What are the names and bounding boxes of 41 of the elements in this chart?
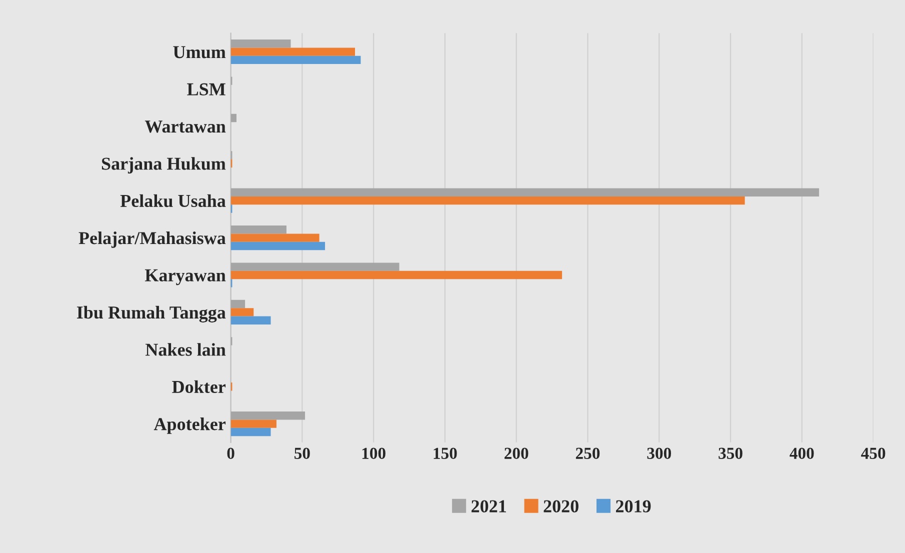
bar xyxy=(230,428,271,436)
legend-label: 2020 xyxy=(544,500,578,512)
bar xyxy=(230,242,326,250)
bar xyxy=(230,234,320,242)
bar xyxy=(230,316,271,324)
y-tick-label: Pelajar/Mahasiswa xyxy=(78,232,226,248)
bar xyxy=(230,420,276,428)
bar xyxy=(230,114,236,122)
x-tick-label: 450 xyxy=(861,448,886,459)
x-tick-label: 0 xyxy=(227,448,234,459)
bar xyxy=(230,270,562,280)
y-tick-label: Apoteker xyxy=(154,418,226,434)
y-tick-label: LSM xyxy=(187,83,226,96)
bar xyxy=(230,308,254,316)
bar xyxy=(230,40,291,48)
legend-label: 2021 xyxy=(472,500,506,512)
y-tick-label: Pelaku Usaha xyxy=(120,194,226,208)
x-tick-label: 100 xyxy=(362,448,386,459)
bar xyxy=(230,226,286,234)
bar xyxy=(230,188,820,196)
x-tick-label: 250 xyxy=(576,448,600,459)
y-tick-label: Karyawan xyxy=(144,269,226,286)
legend-label: 2019 xyxy=(616,500,651,512)
y-tick-label: Ibu Rumah Tangga xyxy=(76,306,226,322)
bar xyxy=(230,300,246,308)
x-tick-label: 150 xyxy=(434,448,457,459)
bar xyxy=(230,48,355,56)
y-tick-label: Dokter xyxy=(172,380,226,394)
bar xyxy=(230,196,745,205)
y-tick-label: Nakes lain xyxy=(145,343,226,356)
bar xyxy=(230,262,400,271)
bar xyxy=(230,412,306,420)
x-tick-label: 200 xyxy=(504,448,528,459)
bar xyxy=(230,56,361,64)
y-tick-label: Wartawan xyxy=(144,120,226,133)
y-tick-label: Sarjana Hukum xyxy=(102,157,226,174)
y-tick-label: Umum xyxy=(173,46,226,58)
x-tick-label: 300 xyxy=(647,448,672,459)
x-tick-label: 50 xyxy=(294,448,310,459)
x-tick-label: 400 xyxy=(790,448,814,459)
x-tick-label: 350 xyxy=(718,448,742,459)
